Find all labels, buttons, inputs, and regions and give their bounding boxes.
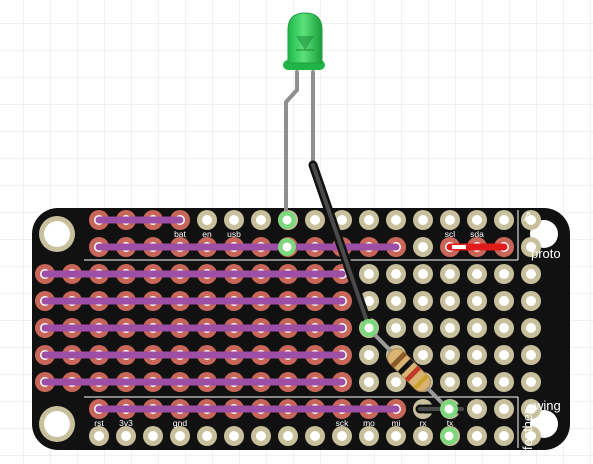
- bottom-pin-label: rst: [94, 418, 104, 428]
- active-holes: [278, 211, 458, 445]
- bus-traces: [41, 216, 508, 413]
- led-icon: [283, 12, 325, 70]
- wing-label: wing: [533, 398, 561, 413]
- top-pin-label: scl: [445, 229, 456, 239]
- resistor-icon: [368, 328, 450, 411]
- bottom-pin-label: tx: [447, 418, 454, 428]
- top-pin-label: usb: [227, 229, 241, 239]
- bottom-pin-label: gnd: [173, 418, 187, 428]
- power-trace-highlight: [452, 245, 466, 249]
- corner-label: A: [524, 209, 533, 224]
- header-dividers: [84, 210, 519, 448]
- bottom-pin-label: rx: [419, 418, 427, 428]
- proto-label: proto: [531, 246, 561, 261]
- bottom-pin-label: 3v3: [119, 418, 133, 428]
- bottom-pin-label: mo: [363, 418, 375, 428]
- pin-labels: bat en usb scl sda rst 3v3 gnd sck mo mi rx tx: [94, 229, 484, 428]
- feather-label: feather: [520, 409, 535, 450]
- top-pin-label: bat: [174, 229, 186, 239]
- top-pin-label: sda: [470, 229, 484, 239]
- led-legs: [284, 70, 315, 220]
- bottom-pin-label: mi: [392, 418, 401, 428]
- top-pin-label: en: [202, 229, 212, 239]
- bottom-pin-label: sck: [336, 418, 350, 428]
